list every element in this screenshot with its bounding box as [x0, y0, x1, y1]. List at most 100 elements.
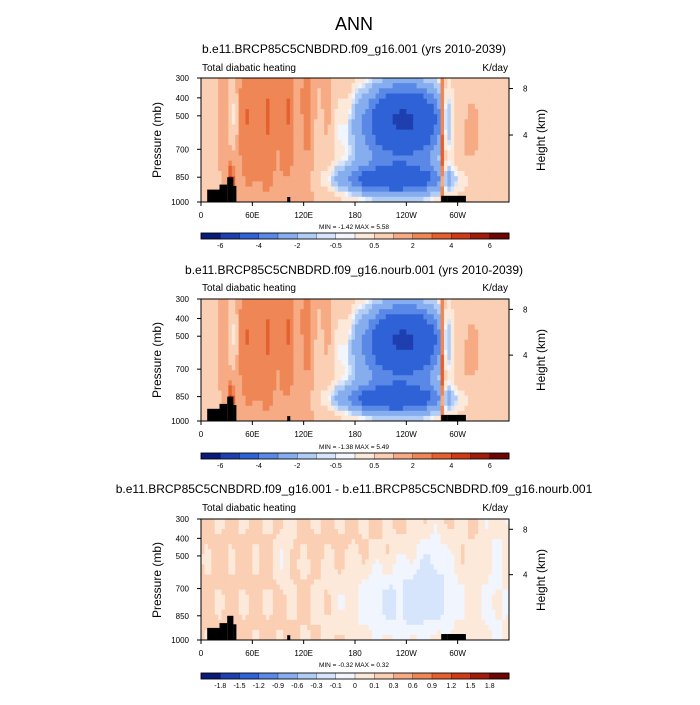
heatmap-cell: [259, 135, 263, 141]
heatmap-cell: [245, 345, 249, 350]
heatmap-cell: [276, 78, 280, 84]
heatmap-cell: [263, 519, 267, 524]
heatmap-cell: [451, 330, 455, 335]
heatmap-cell: [454, 166, 458, 172]
heatmap-cell: [215, 365, 219, 370]
heatmap-cell: [389, 360, 393, 365]
heatmap-cell: [369, 94, 373, 100]
heatmap-cell: [365, 187, 369, 193]
heatmap-cell: [317, 401, 321, 406]
heatmap-cell: [201, 519, 205, 524]
heatmap-cell: [352, 150, 356, 156]
heatmap-cell: [475, 380, 479, 385]
heatmap-cell: [215, 350, 219, 355]
heatmap-cell: [430, 411, 434, 416]
heatmap-cell: [276, 324, 280, 329]
heatmap-cell: [341, 319, 345, 324]
heatmap-cell: [283, 314, 287, 319]
heatmap-cell: [386, 99, 390, 105]
heatmap-cell: [314, 88, 318, 94]
colorbar-swatch: [259, 453, 279, 459]
heatmap-cell: [345, 375, 349, 380]
heatmap-cell: [365, 534, 369, 539]
heatmap-cell: [287, 539, 291, 544]
heatmap-cell: [458, 544, 462, 549]
heatmap-cell: [423, 401, 427, 406]
heatmap-cell: [324, 365, 328, 370]
heatmap-cell: [324, 83, 328, 89]
heatmap-cell: [355, 314, 359, 319]
heatmap-cell: [235, 391, 239, 396]
heatmap-cell: [458, 529, 462, 534]
heatmap-cell: [338, 330, 342, 335]
heatmap-cell: [328, 519, 332, 524]
heatmap-cell: [488, 391, 492, 396]
heatmap-cell: [358, 345, 362, 350]
heatmap-cell: [434, 140, 438, 146]
heatmap-cell: [334, 544, 338, 549]
heatmap-cell: [488, 166, 492, 172]
heatmap-cell: [348, 365, 352, 370]
heatmap-cell: [297, 104, 301, 110]
heatmap-cell: [399, 161, 403, 167]
heatmap-cell: [321, 406, 325, 411]
heatmap-cell: [454, 335, 458, 340]
heatmap-cell: [495, 335, 499, 340]
heatmap-cell: [290, 78, 294, 84]
heatmap-cell: [269, 330, 273, 335]
heatmap-cell: [314, 350, 318, 355]
heatmap-cell: [290, 94, 294, 100]
heatmap-cell: [208, 104, 212, 110]
heatmap-cell: [290, 88, 294, 94]
heatmap-cell: [252, 109, 256, 115]
heatmap-cell: [434, 181, 438, 187]
heatmap-cell: [495, 350, 499, 355]
heatmap-cell: [461, 385, 465, 390]
heatmap-cell: [492, 539, 496, 544]
heatmap-cell: [201, 314, 205, 319]
heatmap-cell: [488, 360, 492, 365]
y-right-tick-label: 4: [523, 131, 528, 140]
heatmap-cell: [393, 94, 397, 100]
heatmap-cell: [297, 411, 301, 416]
heatmap-cell: [218, 365, 222, 370]
heatmap-cell: [218, 176, 222, 182]
heatmap-cell: [420, 335, 424, 340]
heatmap-cell: [307, 360, 311, 365]
y-right-tick-label: 8: [523, 85, 528, 94]
heatmap-cell: [355, 365, 359, 370]
heatmap-cell: [232, 380, 236, 385]
heatmap-cell: [437, 156, 441, 162]
heatmap-cell: [208, 166, 212, 172]
heatmap-cell: [471, 360, 475, 365]
heatmap-cell: [269, 109, 273, 115]
heatmap-cell: [454, 370, 458, 375]
heatmap-cell: [468, 411, 472, 416]
heatmap-cell: [403, 411, 407, 416]
heatmap-cell: [386, 365, 390, 370]
heatmap-cell: [482, 385, 486, 390]
heatmap-cell: [482, 335, 486, 340]
heatmap-cell: [441, 335, 445, 340]
heatmap-cell: [502, 304, 506, 309]
heatmap-cell: [492, 330, 496, 335]
heatmap-cell: [252, 299, 256, 304]
topography-block: [227, 397, 233, 421]
heatmap-cell: [314, 340, 318, 345]
heatmap-cell: [475, 529, 479, 534]
colorbar-swatch: [432, 233, 452, 239]
heatmap-cell: [444, 355, 448, 360]
heatmap-cell: [478, 529, 482, 534]
heatmap-cell: [297, 130, 301, 136]
heatmap-cell: [293, 534, 297, 539]
heatmap-cell: [420, 340, 424, 345]
heatmap-cell: [444, 109, 448, 115]
heatmap-cell: [321, 166, 325, 172]
heatmap-cell: [290, 360, 294, 365]
heatmap-cell: [396, 94, 400, 100]
heatmap-cell: [396, 375, 400, 380]
heatmap-cell: [396, 104, 400, 110]
heatmap-cell: [386, 166, 390, 172]
heatmap-cell: [269, 135, 273, 141]
heatmap-cell: [304, 544, 308, 549]
